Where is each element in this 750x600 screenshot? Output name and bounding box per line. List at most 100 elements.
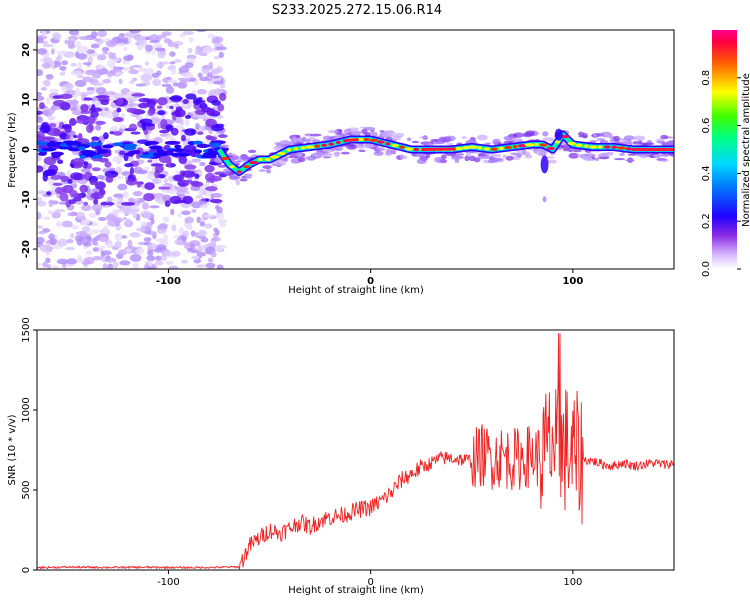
- ridge-peak: [567, 141, 577, 146]
- noise-blob: [127, 239, 133, 248]
- ridge-halo: [451, 155, 462, 160]
- noise-blob: [105, 91, 117, 96]
- ridge-halo: [291, 136, 303, 142]
- noise-blob: [165, 124, 174, 132]
- ridge-peak: [534, 142, 539, 147]
- ridge-halo: [545, 156, 555, 159]
- noise-blob: [128, 69, 139, 75]
- ridge-halo: [411, 140, 420, 144]
- ridge-peak: [490, 147, 498, 151]
- noise-blob: [157, 50, 166, 59]
- colorbar-gradient: [712, 30, 737, 269]
- noise-blob: [70, 225, 79, 230]
- y-tick-label: 20: [21, 43, 32, 57]
- colorbar-tick-label: 0.8: [701, 70, 712, 86]
- noise-blob: [199, 76, 210, 82]
- ridge-halo: [510, 152, 518, 155]
- noise-blob: [180, 79, 190, 83]
- noise-blob: [177, 81, 188, 89]
- ridge-halo: [219, 144, 230, 149]
- noise-blob: [59, 192, 69, 202]
- ridge-halo: [603, 133, 614, 138]
- noise-blob: [77, 193, 84, 198]
- noise-blob: [181, 170, 196, 178]
- noise-blob: [179, 33, 186, 38]
- snr-frame: [36, 329, 675, 571]
- noise-blob: [97, 149, 105, 154]
- noise-blob: [162, 250, 174, 256]
- noise-blob: [153, 115, 159, 119]
- noise-blob: [45, 97, 51, 104]
- noise-blob: [181, 259, 188, 264]
- ridge-peak: [583, 144, 589, 148]
- ridge-peak: [546, 146, 555, 151]
- noise-blob: [37, 211, 42, 220]
- noise-blob: [135, 227, 147, 232]
- noise-blob: [115, 43, 125, 47]
- ridge-peak: [625, 147, 632, 151]
- noise-blob: [118, 150, 126, 156]
- noise-blob: [37, 141, 43, 146]
- noise-blob: [214, 46, 227, 51]
- noise-blob: [139, 154, 155, 159]
- noise-blob: [67, 212, 75, 217]
- ridge-halo: [245, 174, 253, 179]
- y-tick-label: 500: [21, 480, 32, 499]
- ridge-halo: [226, 153, 236, 156]
- ridge-halo: [371, 132, 378, 137]
- noise-blob: [176, 212, 182, 218]
- noise-blob: [219, 221, 226, 228]
- noise-blob: [184, 72, 194, 79]
- noise-blob: [211, 125, 224, 132]
- noise-blob: [173, 235, 180, 239]
- noise-blob: [196, 252, 207, 257]
- chart-title: S233.2025.272.15.06.R14: [272, 3, 442, 18]
- ridge-halo: [542, 131, 549, 137]
- ridge-peak: [286, 148, 292, 152]
- noise-blob: [113, 209, 121, 213]
- noise-blob: [162, 234, 169, 242]
- noise-blob: [137, 102, 149, 109]
- spectrogram-xlabel: Height of straight line (km): [288, 285, 424, 296]
- noise-blob: [166, 159, 172, 168]
- noise-blob: [37, 134, 42, 139]
- snr-xlabel: Height of straight line (km): [288, 585, 424, 596]
- noise-blob: [199, 221, 206, 227]
- noise-blob: [91, 136, 100, 141]
- ridge-halo: [287, 156, 300, 159]
- noise-blob: [96, 54, 107, 61]
- noise-blob: [210, 251, 217, 258]
- noise-blob: [154, 47, 166, 51]
- noise-blob: [81, 218, 91, 226]
- noise-blob: [206, 136, 218, 141]
- y-tick-label: -20: [21, 240, 32, 258]
- noise-blob: [104, 161, 112, 168]
- noise-blob: [102, 78, 111, 84]
- noise-blob: [90, 229, 102, 234]
- ridge-halo: [659, 159, 669, 163]
- ridge-peak: [300, 146, 306, 150]
- ridge-halo: [341, 151, 350, 155]
- noise-blob: [66, 169, 72, 176]
- noise-blob: [158, 223, 169, 229]
- ridge-halo: [322, 149, 333, 153]
- noise-blob: [73, 196, 82, 202]
- noise-blob: [160, 254, 168, 262]
- ridge-halo: [305, 138, 311, 145]
- noise-blob: [143, 237, 152, 242]
- noise-blob: [97, 216, 107, 221]
- noise-blob: [204, 223, 213, 229]
- noise-blob: [93, 100, 102, 107]
- noise-blob: [191, 208, 197, 213]
- noise-blob: [37, 69, 44, 77]
- noise-blob: [71, 99, 78, 107]
- noise-blob: [147, 261, 153, 268]
- noise-blob: [83, 97, 93, 101]
- ridge-peak: [539, 143, 548, 147]
- noise-blob: [172, 114, 177, 121]
- ridge-peak: [524, 143, 535, 147]
- ridge-halo: [262, 165, 272, 170]
- noise-blob: [52, 182, 63, 186]
- noise-blob: [205, 198, 210, 202]
